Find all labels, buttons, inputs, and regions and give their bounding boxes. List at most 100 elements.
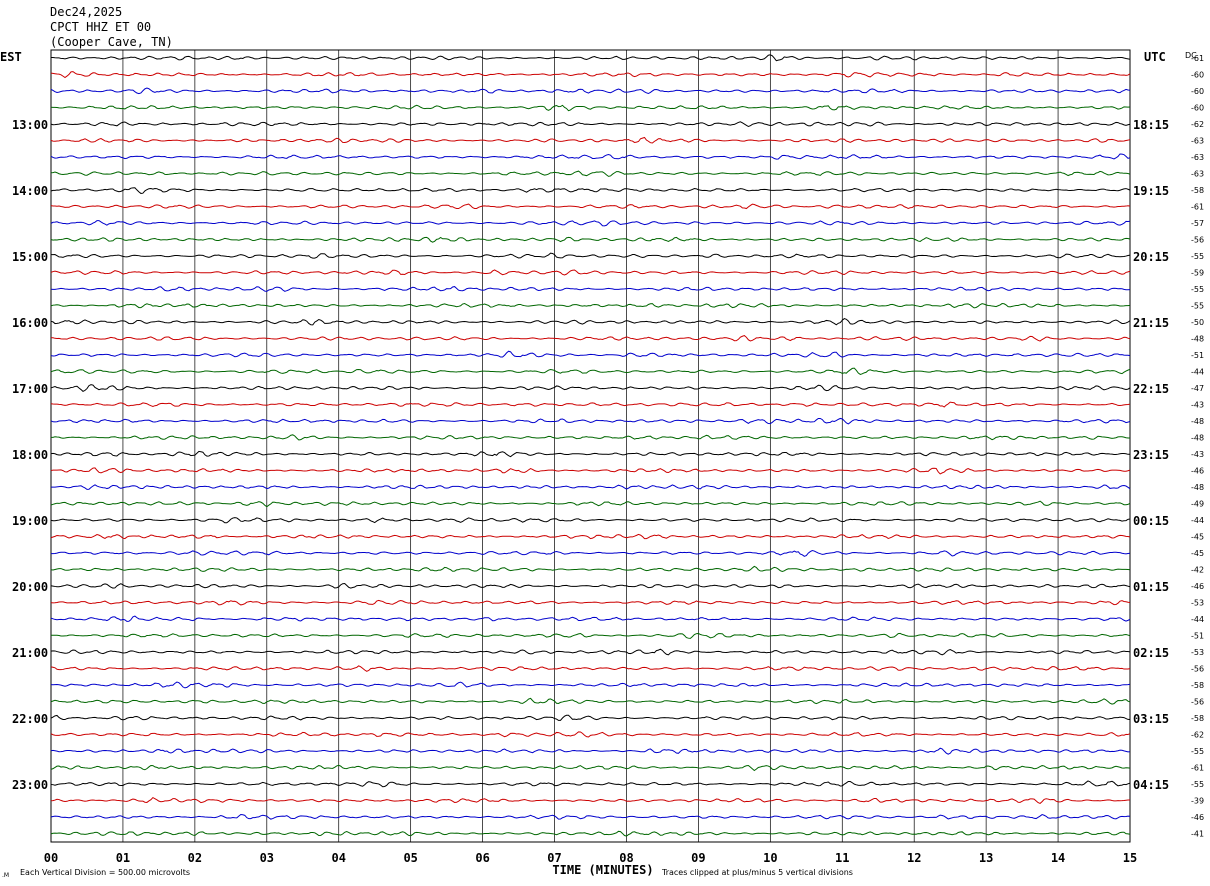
trace-row-5 [50, 136, 1131, 144]
trace-row-29 [50, 533, 1131, 540]
dc-offset-value: -43 [1191, 450, 1204, 459]
plot-frame [50, 49, 1131, 843]
right-hour-label: 18:15 [1133, 118, 1169, 132]
trace-row-45 [50, 796, 1131, 805]
dc-offset-value: -39 [1191, 797, 1204, 806]
dc-offset-value: -55 [1191, 302, 1204, 311]
trace-row-15 [50, 302, 1131, 309]
dc-offset-value: -61 [1191, 764, 1204, 773]
right-hour-label: 23:15 [1133, 448, 1169, 462]
right-hour-label: 20:15 [1133, 250, 1169, 264]
dc-offset-value: -56 [1191, 698, 1204, 707]
dc-offset-value: -56 [1191, 236, 1204, 245]
trace-row-20 [50, 384, 1131, 392]
trace-row-4 [50, 121, 1131, 128]
x-tick-label: 04 [332, 851, 346, 865]
dc-offset-value: -62 [1191, 731, 1204, 740]
x-tick-label: 10 [763, 851, 777, 865]
trace-row-39 [50, 697, 1131, 705]
right-hour-label: 02:15 [1133, 646, 1169, 660]
left-hour-label: 23:00 [12, 778, 48, 792]
trace-row-12 [50, 252, 1131, 259]
x-tick-label: 01 [116, 851, 130, 865]
x-tick-label: 08 [619, 851, 633, 865]
trace-row-30 [50, 549, 1131, 557]
dc-offset-value: -55 [1191, 780, 1204, 789]
trace-row-24 [50, 450, 1131, 458]
left-hour-label: 16:00 [12, 316, 48, 330]
right-hour-label: 21:15 [1133, 316, 1169, 330]
right-hour-label: 19:15 [1133, 184, 1169, 198]
dc-offset-value: -41 [1191, 830, 1204, 839]
trace-row-40 [50, 714, 1131, 721]
trace-row-6 [50, 153, 1131, 160]
clip-note: Traces clipped at plus/minus 5 vertical … [661, 868, 853, 877]
dc-offset-value: -63 [1191, 137, 1204, 146]
left-hour-label: 22:00 [12, 712, 48, 726]
left-hour-label: 17:00 [12, 382, 48, 396]
dc-offset-value: -49 [1191, 500, 1204, 509]
trace-row-41 [50, 731, 1131, 738]
dc-offset-value: -45 [1191, 533, 1204, 542]
left-hour-label: 14:00 [12, 184, 48, 198]
dc-offset-value: -48 [1191, 483, 1204, 492]
dc-offset-value: -42 [1191, 566, 1204, 575]
trace-row-22 [50, 417, 1131, 425]
dc-offset-value: -44 [1191, 368, 1204, 377]
trace-row-31 [50, 565, 1131, 573]
dc-offset-value: -55 [1191, 252, 1204, 261]
trace-row-14 [50, 286, 1131, 292]
dc-offset-value: -48 [1191, 335, 1204, 344]
dc-offset-value: -48 [1191, 434, 1204, 443]
left-hour-label: 13:00 [12, 118, 48, 132]
right-hour-label: 22:15 [1133, 382, 1169, 396]
trace-row-23 [50, 434, 1131, 441]
dc-offset-value: -44 [1191, 516, 1204, 525]
plot-location: (Cooper Cave, TN) [50, 35, 173, 49]
trace-row-0 [50, 54, 1131, 62]
dc-offset-value: -47 [1191, 384, 1204, 393]
x-tick-label: 05 [403, 851, 417, 865]
trace-row-3 [50, 104, 1131, 112]
trace-row-26 [51, 484, 1131, 490]
x-tick-label: 13 [979, 851, 993, 865]
x-axis-title: TIME (MINUTES) [552, 863, 653, 877]
dc-offset-value: -55 [1191, 285, 1204, 294]
dc-offset-value: -60 [1191, 87, 1204, 96]
x-tick-label: 02 [188, 851, 202, 865]
trace-row-16 [50, 317, 1131, 326]
left-hour-label: 18:00 [12, 448, 48, 462]
x-tick-label: 09 [691, 851, 705, 865]
dc-offset-value: -58 [1191, 186, 1204, 195]
trace-row-44 [50, 780, 1131, 788]
left-hour-label: 21:00 [12, 646, 48, 660]
trace-row-28 [50, 517, 1131, 524]
dc-offset-value: -58 [1191, 714, 1204, 723]
dc-offset-value: -59 [1191, 269, 1204, 278]
dc-offset-value: -51 [1191, 351, 1204, 360]
x-tick-label: 07 [547, 851, 561, 865]
dc-offset-value: -63 [1191, 170, 1204, 179]
trace-row-33 [50, 599, 1131, 606]
trace-row-9 [50, 203, 1131, 210]
left-timezone-label: EST [0, 50, 22, 64]
x-tick-label: 15 [1123, 851, 1137, 865]
x-tick-label: 12 [907, 851, 921, 865]
trace-row-27 [50, 500, 1131, 508]
dc-offset-value: -63 [1191, 153, 1204, 162]
trace-row-38 [50, 681, 1131, 689]
scale-note: Each Vertical Division = 500.00 microvol… [20, 868, 190, 877]
dc-offset-value: -45 [1191, 549, 1204, 558]
dc-offset-value: -46 [1191, 467, 1204, 476]
dc-offset-value: -60 [1191, 71, 1204, 80]
dc-offset-value: -61 [1191, 203, 1204, 212]
dc-offset-value: -53 [1191, 599, 1204, 608]
left-hour-label: 15:00 [12, 250, 48, 264]
trace-row-7 [50, 170, 1131, 177]
trace-row-46 [50, 813, 1131, 820]
x-tick-label: 14 [1051, 851, 1065, 865]
trace-row-17 [50, 335, 1131, 342]
right-hour-label: 00:15 [1133, 514, 1169, 528]
dc-offset-value: -56 [1191, 665, 1204, 674]
dc-offset-value: -43 [1191, 401, 1204, 410]
